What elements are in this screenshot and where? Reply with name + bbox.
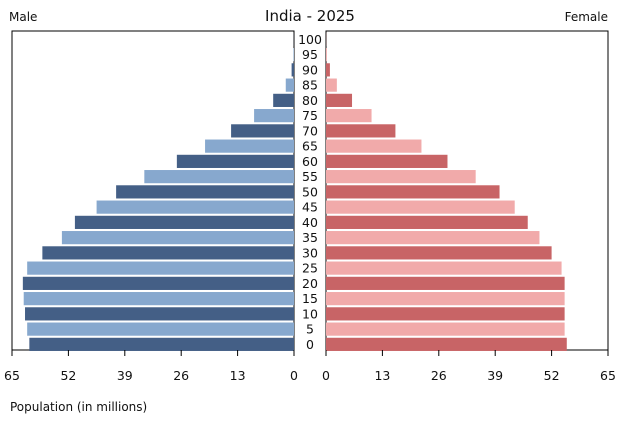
male-bar-10 [25, 307, 295, 321]
female-bar-95 [326, 48, 327, 62]
male-bar-35 [61, 231, 294, 245]
male-tick-label-0: 0 [290, 368, 298, 383]
age-label-10: 10 [302, 306, 318, 321]
female-bar-15 [326, 292, 565, 306]
male-bar-70 [231, 124, 294, 138]
age-label-20: 20 [302, 276, 318, 291]
male-bar-30 [42, 246, 295, 260]
x-axis-label: Population (in millions) [10, 400, 147, 414]
female-bar-20 [326, 276, 565, 290]
male-label: Male [9, 10, 37, 24]
male-bar-45 [96, 200, 294, 214]
age-label-0: 0 [306, 337, 314, 352]
female-bar-5 [326, 322, 565, 336]
female-bar-30 [326, 246, 552, 260]
age-label-30: 30 [302, 245, 318, 260]
male-bar-95 [293, 48, 294, 62]
age-label-50: 50 [302, 184, 318, 199]
male-bar-75 [254, 109, 294, 123]
male-bar-5 [27, 322, 295, 336]
age-label-65: 65 [302, 139, 318, 154]
age-label-15: 15 [302, 291, 318, 306]
age-label-85: 85 [302, 78, 318, 93]
female-tick-label-65: 65 [600, 368, 616, 383]
female-bar-70 [326, 124, 396, 138]
age-label-55: 55 [302, 169, 318, 184]
female-tick-label-39: 39 [487, 368, 503, 383]
male-bar-90 [291, 63, 294, 77]
female-bar-65 [326, 139, 422, 153]
age-label-45: 45 [302, 200, 318, 215]
female-tick-label-26: 26 [431, 368, 447, 383]
age-label-70: 70 [302, 123, 318, 138]
male-tick-label-13: 13 [230, 368, 246, 383]
female-bar-75 [326, 109, 372, 123]
female-tick-label-13: 13 [374, 368, 390, 383]
male-bar-25 [27, 261, 295, 275]
female-label: Female [565, 10, 608, 24]
female-bar-60 [326, 154, 448, 168]
male-bar-80 [273, 93, 294, 107]
female-bar-35 [326, 231, 540, 245]
female-x-axis: 0 13 26 39 52 65 [322, 350, 616, 383]
age-labels: 0510152025303540455055606570758085909510… [298, 32, 322, 352]
female-tick-label-52: 52 [544, 368, 560, 383]
male-tick-label-39: 39 [117, 368, 133, 383]
male-bar-15 [23, 292, 295, 306]
age-label-80: 80 [302, 93, 318, 108]
age-label-100: 100 [298, 32, 322, 47]
female-bar-10 [326, 307, 565, 321]
male-bars [22, 32, 295, 351]
age-label-75: 75 [302, 108, 318, 123]
male-bar-60 [176, 154, 294, 168]
age-label-95: 95 [302, 47, 318, 62]
female-bar-85 [326, 78, 337, 92]
female-bar-50 [326, 185, 500, 199]
male-bar-40 [74, 215, 294, 229]
female-bar-90 [326, 63, 330, 77]
male-bar-65 [205, 139, 294, 153]
male-bar-55 [144, 170, 294, 184]
female-bar-0 [326, 337, 567, 351]
female-bar-45 [326, 200, 515, 214]
female-bar-25 [326, 261, 562, 275]
male-tick-label-65: 65 [4, 368, 20, 383]
male-bar-0 [29, 337, 294, 351]
male-bar-50 [116, 185, 295, 199]
male-bar-85 [285, 78, 294, 92]
age-label-60: 60 [302, 154, 318, 169]
male-tick-label-26: 26 [173, 368, 189, 383]
female-bar-55 [326, 170, 476, 184]
chart-title: India - 2025 [265, 7, 355, 25]
age-label-35: 35 [302, 230, 318, 245]
age-label-40: 40 [302, 215, 318, 230]
female-tick-label-0: 0 [322, 368, 330, 383]
male-bar-20 [22, 276, 294, 290]
age-label-25: 25 [302, 261, 318, 276]
female-bars [326, 32, 567, 351]
male-x-axis: 0 13 26 39 52 65 [4, 350, 298, 383]
age-label-5: 5 [306, 322, 314, 337]
male-tick-label-52: 52 [60, 368, 76, 383]
female-bar-40 [326, 215, 528, 229]
female-bar-80 [326, 93, 353, 107]
age-label-90: 90 [302, 62, 318, 77]
